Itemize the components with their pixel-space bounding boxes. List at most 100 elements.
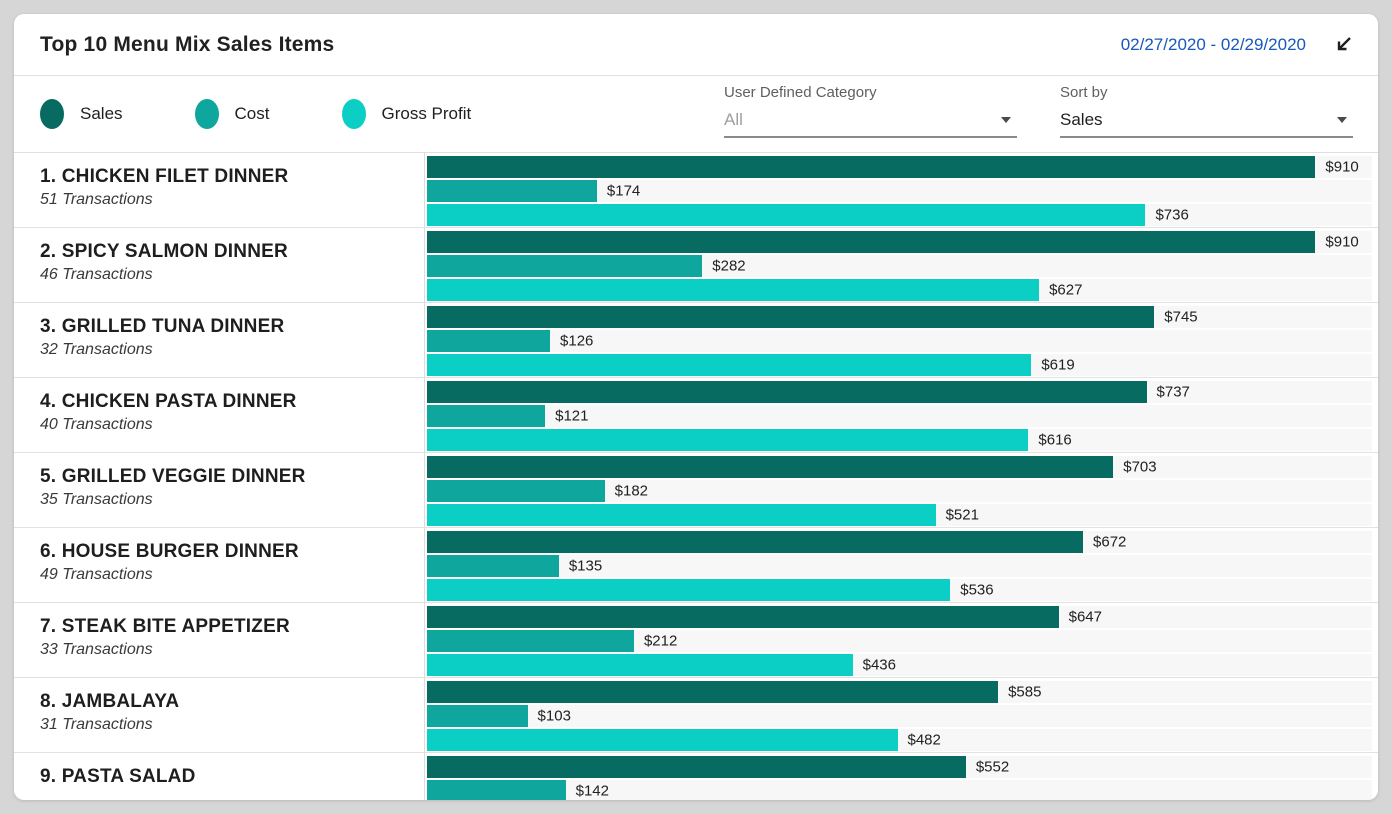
table-row: 2. SPICY SALMON DINNER 46 Transactions $91…: [14, 228, 1378, 303]
sales-bar[interactable]: [427, 306, 1155, 328]
bar-value-label: $521: [945, 506, 979, 524]
page-title: Top 10 Menu Mix Sales Items: [40, 32, 335, 56]
sales-bar[interactable]: [427, 381, 1147, 403]
sales-bar[interactable]: [427, 156, 1316, 178]
item-label-cell: 5. GRILLED VEGGIE DINNER 35 Transactions: [14, 453, 425, 527]
arrow-down-left-icon[interactable]: [1330, 32, 1356, 58]
sales-bar[interactable]: [427, 531, 1084, 553]
gross-profit-bar[interactable]: [427, 579, 951, 601]
gross-profit-bar[interactable]: [427, 279, 1040, 301]
date-range-link[interactable]: 02/27/2020 - 02/29/2020: [1120, 34, 1306, 54]
bar-track: $142: [427, 780, 1372, 800]
gross-profit-bar[interactable]: [427, 429, 1029, 451]
item-bars-cell: $910 $282 $627: [425, 228, 1378, 302]
legend-item-sales[interactable]: Sales: [40, 99, 123, 129]
table-row: 1. CHICKEN FILET DINNER 51 Transactions $9…: [14, 153, 1378, 228]
bar-value-label: $703: [1123, 458, 1157, 476]
card-header: Top 10 Menu Mix Sales Items 02/27/2020 -…: [14, 14, 1378, 75]
table-row: 4. CHICKEN PASTA DINNER 40 Transactions $7…: [14, 378, 1378, 453]
bar-track: $126: [427, 330, 1372, 352]
table-row: 7. STEAK BITE APPETIZER 33 Transactions $6…: [14, 603, 1378, 678]
legend-dot: [40, 99, 64, 129]
item-bars-cell: $552 $142: [425, 753, 1378, 800]
legend-dot: [194, 99, 219, 129]
controls-row: Sales Cost Gross Profit User Defined Categ…: [14, 76, 1378, 152]
bar-value-label: $552: [975, 758, 1010, 776]
legend-item-cost[interactable]: Cost: [194, 99, 270, 129]
bar-track: $135: [427, 555, 1372, 577]
table-row: 5. GRILLED VEGGIE DINNER 35 Transactions $…: [14, 453, 1378, 528]
category-select[interactable]: User Defined Category All: [724, 84, 1017, 138]
item-transactions: 40 Transactions: [40, 416, 153, 433]
sales-bar[interactable]: [427, 231, 1316, 253]
chevron-down-icon: [1001, 117, 1011, 123]
item-transactions: 46 Transactions: [40, 266, 153, 283]
bar-value-label: $647: [1068, 608, 1102, 626]
item-label-cell: 2. SPICY SALMON DINNER 46 Transactions: [14, 228, 425, 302]
gross-profit-bar[interactable]: [427, 354, 1032, 376]
header-divider: [14, 75, 1378, 76]
bar-value-label: $142: [575, 782, 609, 800]
cost-bar[interactable]: [427, 480, 605, 502]
bar-value-label: $737: [1156, 383, 1190, 401]
gross-profit-bar[interactable]: [427, 654, 853, 676]
cost-bar[interactable]: [427, 180, 597, 202]
table-row: 9. PASTA SALAD $552 $142: [14, 753, 1378, 800]
cost-bar[interactable]: [427, 630, 634, 652]
sort-by-select[interactable]: Sort by Sales: [1060, 84, 1353, 138]
bar-value-label: $126: [560, 332, 594, 350]
bar-value-label: $212: [643, 632, 678, 650]
bar-track: $619: [427, 354, 1372, 376]
gross-profit-bar[interactable]: [427, 204, 1146, 226]
bar-value-label: $436: [862, 656, 896, 674]
item-label-cell: 9. PASTA SALAD: [14, 753, 425, 800]
item-transactions: 35 Transactions: [40, 491, 153, 508]
bar-track: $910: [427, 231, 1372, 253]
bar-track: $182: [427, 480, 1372, 502]
bar-value-label: $182: [614, 482, 649, 500]
legend-item-gross-profit[interactable]: Gross Profit: [341, 99, 471, 129]
item-name: 3. GRILLED TUNA DINNER: [40, 316, 285, 337]
bar-track: $745: [427, 306, 1372, 328]
item-name: 1. CHICKEN FILET DINNER: [40, 166, 289, 187]
bar-track: $282: [427, 255, 1372, 277]
sales-bar[interactable]: [427, 681, 999, 703]
legend-label: Sales: [80, 104, 123, 123]
gross-profit-bar[interactable]: [427, 729, 898, 751]
chevron-down-icon: [1337, 117, 1347, 123]
bar-value-label: $121: [555, 407, 589, 425]
cost-bar[interactable]: [427, 405, 546, 427]
item-transactions: 31 Transactions: [40, 716, 153, 733]
category-select-label: User Defined Category: [724, 84, 877, 101]
item-bars-cell: $910 $174 $736: [425, 153, 1378, 227]
bar-value-label: $616: [1038, 431, 1072, 449]
cost-bar[interactable]: [427, 780, 566, 800]
bar-value-label: $627: [1049, 281, 1083, 299]
bar-track: $616: [427, 429, 1372, 451]
bar-value-label: $585: [1008, 683, 1042, 701]
menu-items-list: 1. CHICKEN FILET DINNER 51 Transactions $9…: [14, 153, 1378, 800]
gross-profit-bar[interactable]: [427, 504, 936, 526]
chart-card: Top 10 Menu Mix Sales Items 02/27/2020 -…: [14, 14, 1378, 800]
cost-bar[interactable]: [427, 255, 703, 277]
bar-value-label: $910: [1325, 233, 1359, 251]
item-name: 7. STEAK BITE APPETIZER: [40, 616, 290, 637]
cost-bar[interactable]: [427, 330, 551, 352]
sales-bar[interactable]: [427, 606, 1059, 628]
bar-value-label: $174: [606, 182, 641, 200]
bar-value-label: $135: [568, 557, 603, 575]
sales-bar[interactable]: [427, 756, 966, 778]
sales-bar[interactable]: [427, 456, 1114, 478]
item-transactions: 51 Transactions: [40, 191, 153, 208]
bar-track: $121: [427, 405, 1372, 427]
table-row: 6. HOUSE BURGER DINNER 49 Transactions $67…: [14, 528, 1378, 603]
item-label-cell: 1. CHICKEN FILET DINNER 51 Transactions: [14, 153, 425, 227]
item-bars-cell: $737 $121 $616: [425, 378, 1378, 452]
cost-bar[interactable]: [427, 705, 528, 727]
bar-value-label: $282: [712, 257, 746, 275]
item-name: 8. JAMBALAYA: [40, 691, 180, 712]
bar-value-label: $482: [907, 731, 941, 749]
cost-bar[interactable]: [427, 555, 559, 577]
sort-by-select-label: Sort by: [1060, 84, 1108, 101]
controls-divider: [14, 152, 1378, 153]
